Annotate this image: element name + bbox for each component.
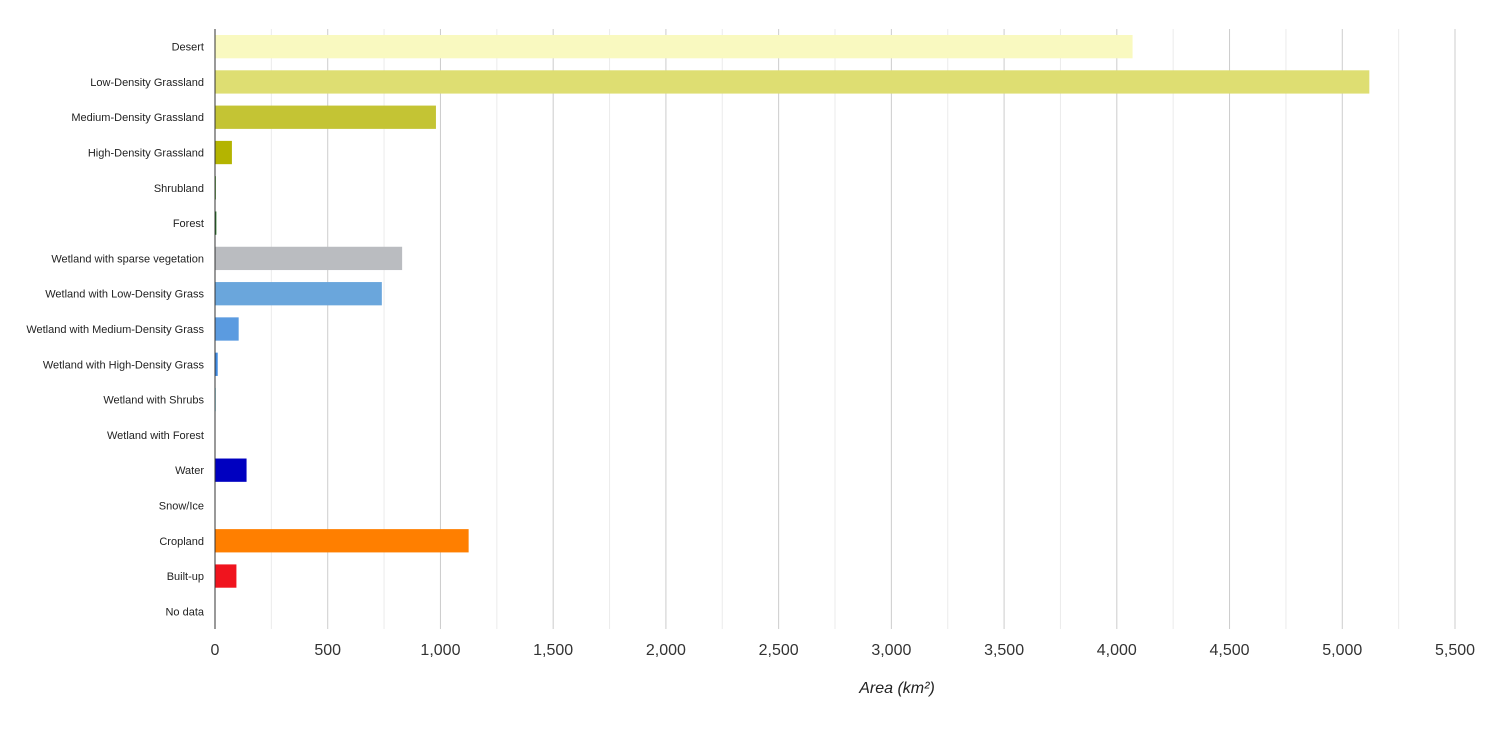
x-tick-label: 2,000 xyxy=(646,642,686,659)
bar xyxy=(215,317,239,341)
bar xyxy=(215,70,1370,94)
category-label: Wetland with High-Density Grass xyxy=(43,359,205,371)
bar xyxy=(215,105,436,129)
bar xyxy=(215,211,217,235)
bar xyxy=(215,564,237,588)
x-tick-label: 3,500 xyxy=(984,642,1024,659)
x-tick-label: 4,000 xyxy=(1097,642,1137,659)
x-tick-label: 4,500 xyxy=(1210,642,1250,659)
category-label: Cropland xyxy=(159,536,204,548)
category-label: Desert xyxy=(172,42,204,54)
x-tick-labels: 0 500 1,000 1,500 2,000 2,500 3,000 3,500 4,000 4… xyxy=(211,642,1476,659)
x-tick-label: 2,500 xyxy=(759,642,799,659)
category-label: Medium-Density Grassland xyxy=(71,112,204,124)
x-tick-label: 5,000 xyxy=(1322,642,1362,659)
category-label: High-Density Grassland xyxy=(88,148,204,160)
gridlines xyxy=(270,29,1456,629)
x-tick-label: 1,000 xyxy=(420,642,460,659)
category-label: Low-Density Grassland xyxy=(90,77,204,89)
bar xyxy=(215,352,218,376)
category-label: Forest xyxy=(173,218,204,230)
category-label: Built-up xyxy=(167,571,204,583)
category-label: Wetland with Medium-Density Grass xyxy=(26,324,204,336)
category-label: Wetland with Forest xyxy=(107,430,204,442)
category-label: Water xyxy=(175,465,204,477)
bar xyxy=(215,140,232,165)
category-label: Snow/Ice xyxy=(159,500,204,512)
category-label: Wetland with Shrubs xyxy=(103,395,204,407)
bar xyxy=(215,35,1133,59)
bars xyxy=(215,35,1370,623)
bar xyxy=(215,529,469,553)
x-axis-title: Area (km²) xyxy=(858,680,935,697)
x-tick-label: 0 xyxy=(211,642,220,659)
x-tick-label: 1,500 xyxy=(533,642,573,659)
category-labels: Desert Low-Density Grassland Medium-Densit… xyxy=(26,42,205,619)
category-label: No data xyxy=(165,606,204,618)
x-tick-label: 500 xyxy=(314,642,341,659)
bar xyxy=(215,458,247,482)
bar xyxy=(215,282,382,306)
category-label: Wetland with Low-Density Grass xyxy=(45,289,204,301)
category-label: Shrubland xyxy=(154,183,204,195)
x-tick-label: 3,000 xyxy=(871,642,911,659)
bar xyxy=(215,246,403,271)
category-label: Wetland with sparse vegetation xyxy=(51,253,204,265)
x-tick-label: 5,500 xyxy=(1435,642,1475,659)
